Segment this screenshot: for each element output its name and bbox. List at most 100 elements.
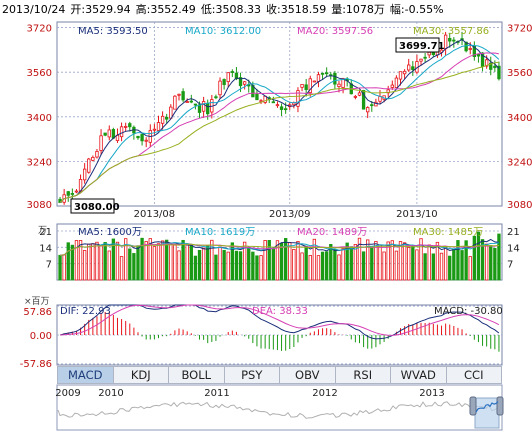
volume-bar-94 [443,246,448,281]
volume-bar-50 [263,240,267,281]
candle-99 [464,41,468,53]
candle-4 [74,188,79,194]
candle-95 [448,32,452,48]
candle-65 [324,67,329,78]
candle-105 [489,56,493,76]
volume-bar-17 [128,248,132,281]
candle-body-88 [419,58,423,62]
volume-tick-right-0: 7 [507,260,513,271]
volume-bar-13 [111,238,116,281]
volume-bar-28 [173,244,177,281]
overview-handle-left[interactable] [469,396,477,416]
candle-8 [91,155,95,162]
volume-bar-10 [99,244,103,281]
quote-low: 低:3508.33 [200,3,262,16]
overview-year-4: 2013 [419,388,444,399]
volume-bar-55 [283,238,288,281]
candle-26 [165,113,169,124]
price-tick-left-4: 3720 [27,24,52,35]
macd-unit-label: ×百万 [24,296,50,307]
price-tick-left-2: 3400 [27,113,52,124]
volume-bar-48 [255,255,259,281]
candle-body-16 [124,125,128,128]
candle-body-30 [181,91,185,101]
price-grid [57,22,502,206]
tab-rsi[interactable]: RSI [335,366,391,384]
candle-body-25 [160,115,165,124]
candle-11 [103,132,107,137]
macd-tick-left-2: -57.86 [20,359,52,370]
volume-bar-70 [345,242,349,281]
overview-strip[interactable]: 2009 2010 2011 2012 2013 [55,384,504,431]
candle-84 [402,69,407,80]
volume-bar-44 [238,251,243,281]
candle-64 [320,72,325,80]
tab-macd[interactable]: MACD [57,366,114,384]
tab-boll[interactable]: BOLL [169,366,225,384]
volume-bar-11 [103,242,107,281]
candle-106 [493,60,497,72]
candle-body-55 [283,108,288,111]
overview-selection[interactable] [474,397,500,429]
price-moving-averages [59,39,500,203]
volume-bar-72 [353,244,358,281]
volume-bar-102 [476,231,481,281]
volume-bar-29 [177,250,181,281]
candle-body-29 [177,93,181,96]
volume-bar-96 [452,248,456,281]
candle-body-67 [333,72,337,85]
candle-body-60 [304,84,308,91]
volume-bar-24 [156,243,161,281]
candle-body-9 [95,151,99,158]
tab-obv[interactable]: OBV [280,366,336,384]
price-tick-left-0: 3080 [27,200,52,211]
tab-cci[interactable]: CCI [446,366,502,384]
candle-body-90 [427,51,431,56]
overview-year-labels: 2009 2010 2011 2012 2013 [55,388,444,399]
volume-bar-23 [152,246,157,281]
x-axis-label-0: 2013/08 [134,209,176,220]
macd-legend-dif: DIF: 22.93 [60,306,111,317]
macd-panel: 57.86 0.00 -57.86 [20,304,503,370]
candle-body-3 [70,193,75,195]
vol-legend-ma20: MA20: 1489万 [297,227,367,238]
volume-bar-99 [464,240,468,281]
candle-body-64 [320,72,325,75]
volume-tick-left-1: 14 [39,243,52,254]
candle-body-89 [423,56,427,59]
overview-selected-line [475,401,499,413]
overview-handle-right[interactable] [496,396,504,416]
volume-bar-104 [484,243,489,281]
candle-7 [87,157,91,174]
overview-history-line [57,401,499,419]
volume-bar-107 [497,233,501,281]
candle-body-4 [74,190,79,193]
candle-body-69 [341,78,345,88]
candle-75 [366,106,370,119]
tab-wvad[interactable]: WVAD [391,366,447,384]
candle-29 [177,93,181,101]
candle-body-24 [156,122,161,131]
macd-lines [59,304,500,340]
volume-bar-5 [78,240,83,281]
volume-bar-21 [144,241,148,281]
volume-bar-41 [226,251,230,281]
macd-tick-left-1: 0.00 [30,331,52,342]
overview-year-2: 2011 [204,388,229,399]
candle-body-58 [296,90,300,107]
candle-107 [497,61,501,81]
candle-86 [411,61,415,76]
volume-bar-34 [197,249,202,281]
candle-body-17 [128,123,132,128]
macd-bars [63,311,500,352]
candle-body-72 [353,96,358,98]
tab-psy[interactable]: PSY [224,366,280,384]
vol-legend-ma10: MA10: 1619万 [185,227,255,238]
volume-bar-20 [140,237,144,281]
volume-bar-84 [402,242,407,281]
volume-tick-left-0: 7 [46,260,52,271]
volume-bar-38 [214,254,218,281]
tab-kdj[interactable]: KDJ [113,366,169,384]
quote-close: 收:3518.59 [266,3,327,16]
volume-bar-91 [431,253,435,281]
